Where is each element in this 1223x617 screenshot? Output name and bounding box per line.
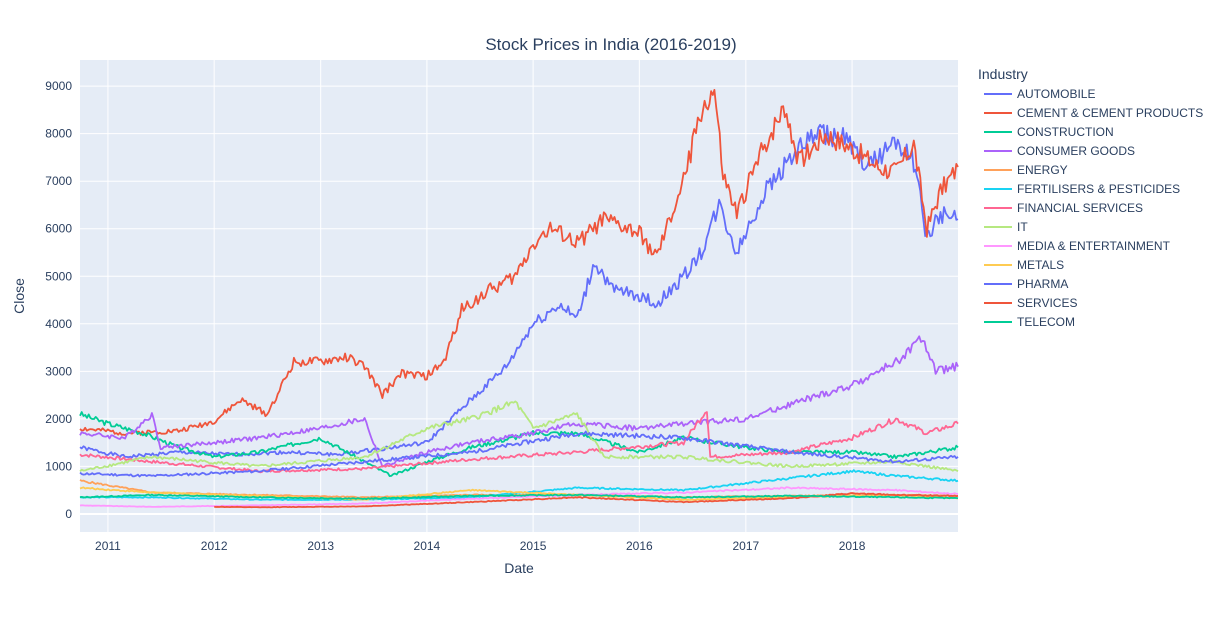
legend-item[interactable]: MEDIA & ENTERTAINMENT [984, 239, 1171, 253]
x-axis-ticks: 2011 2012 2013 2014 2015 2016 2017 2018 [95, 539, 866, 553]
legend-title: Industry [978, 66, 1028, 82]
legend-label: MEDIA & ENTERTAINMENT [1017, 239, 1171, 253]
chart-title: Stock Prices in India (2016-2019) [485, 35, 736, 54]
y-tick-label: 8000 [45, 127, 72, 141]
series-line-media-entertainment [79, 486, 959, 508]
series-lines [79, 89, 959, 509]
legend-item[interactable]: CEMENT & CEMENT PRODUCTS [984, 106, 1203, 120]
x-tick-label: 2017 [732, 539, 759, 553]
y-tick-label: 7000 [45, 174, 72, 188]
y-axis-label: Close [11, 278, 27, 314]
legend-item[interactable]: ENERGY [984, 163, 1068, 177]
legend-label: CONSUMER GOODS [1017, 144, 1135, 158]
series-line-telecom [79, 493, 959, 500]
x-tick-label: 2012 [201, 539, 228, 553]
series-line-consumer-goods [79, 335, 959, 468]
y-tick-label: 5000 [45, 269, 72, 283]
legend-item[interactable]: PHARMA [984, 277, 1068, 291]
series-line-construction [79, 411, 959, 477]
y-tick-label: 2000 [45, 412, 72, 426]
legend-item[interactable]: CONSUMER GOODS [984, 144, 1135, 158]
series-line-automobile [79, 123, 959, 459]
legend: Industry AUTOMOBILE CEMENT & CEMENT PRODU… [978, 66, 1203, 329]
legend-item[interactable]: METALS [984, 258, 1064, 272]
legend-item[interactable]: FERTILISERS & PESTICIDES [984, 182, 1180, 196]
series-line-cement-cement-products [79, 89, 959, 436]
x-axis-label: Date [504, 560, 534, 576]
x-tick-label: 2018 [839, 539, 866, 553]
x-tick-label: 2011 [95, 539, 121, 553]
legend-label: IT [1017, 220, 1028, 234]
x-tick-label: 2016 [626, 539, 653, 553]
y-tick-label: 0 [65, 507, 72, 521]
legend-label: CEMENT & CEMENT PRODUCTS [1017, 106, 1203, 120]
legend-item[interactable]: TELECOM [984, 315, 1075, 329]
series-line-financial-services [79, 411, 959, 474]
y-axis-ticks: 0 1000 2000 3000 4000 5000 6000 7000 8000 9000 [45, 79, 72, 521]
x-tick-label: 2013 [307, 539, 334, 553]
legend-label: FERTILISERS & PESTICIDES [1017, 182, 1180, 196]
legend-label: SERVICES [1017, 296, 1077, 310]
legend-item[interactable]: IT [984, 220, 1028, 234]
legend-label: ENERGY [1017, 163, 1068, 177]
y-tick-label: 9000 [45, 79, 72, 93]
legend-label: TELECOM [1017, 315, 1075, 329]
y-tick-label: 4000 [45, 317, 72, 331]
legend-items: AUTOMOBILE CEMENT & CEMENT PRODUCTS CONSTR… [984, 87, 1203, 329]
y-tick-label: 6000 [45, 222, 72, 236]
series-line-it [79, 400, 959, 473]
legend-label: PHARMA [1017, 277, 1068, 291]
legend-item[interactable]: FINANCIAL SERVICES [984, 201, 1143, 215]
legend-item[interactable]: CONSTRUCTION [984, 125, 1114, 139]
legend-item[interactable]: SERVICES [984, 296, 1077, 310]
y-tick-label: 3000 [45, 364, 72, 378]
legend-label: AUTOMOBILE [1017, 87, 1095, 101]
series-line-pharma [79, 430, 959, 478]
legend-label: METALS [1017, 258, 1064, 272]
y-tick-label: 1000 [45, 459, 72, 473]
legend-item[interactable]: AUTOMOBILE [984, 87, 1095, 101]
legend-label: FINANCIAL SERVICES [1017, 201, 1143, 215]
x-tick-label: 2015 [520, 539, 547, 553]
series-line-services [214, 492, 959, 509]
legend-label: CONSTRUCTION [1017, 125, 1114, 139]
x-tick-label: 2014 [414, 539, 441, 553]
gridlines [80, 60, 958, 532]
